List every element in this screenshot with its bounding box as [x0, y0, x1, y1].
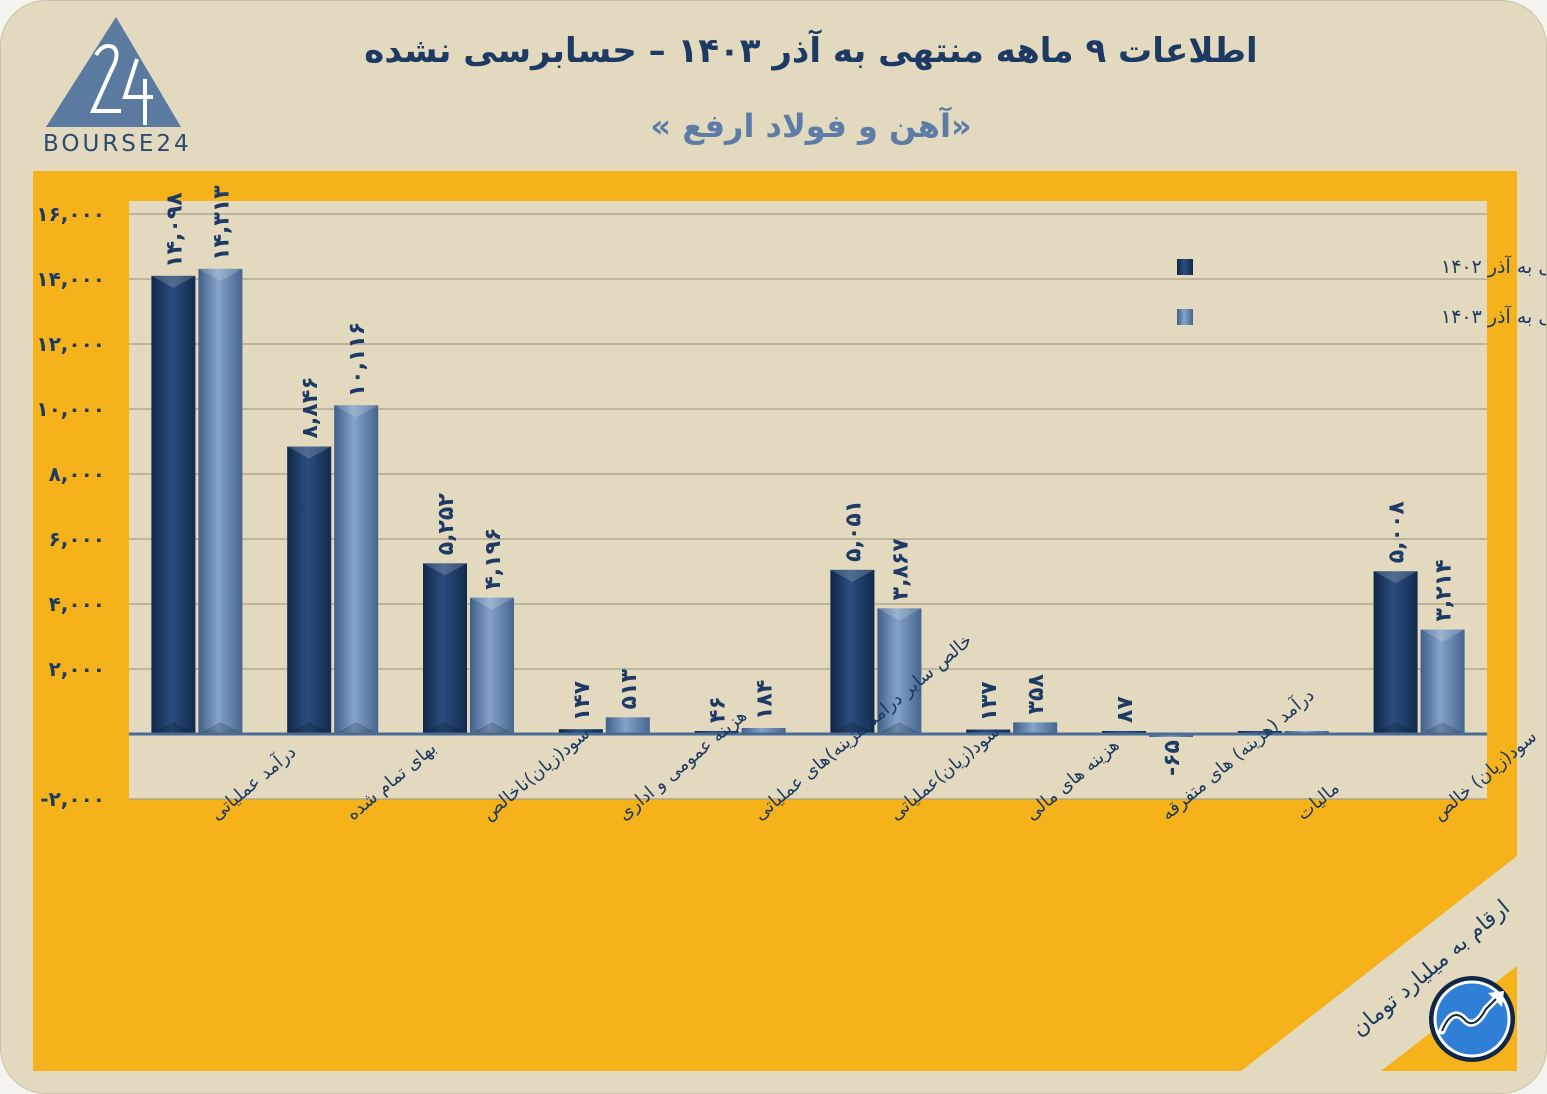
- y-tick-label: ۱۶,۰۰۰: [36, 202, 105, 226]
- bar-bottom-bevel: [423, 722, 467, 734]
- bar-top-bevel: [470, 597, 514, 610]
- legend: عملکرد منتهی به آذر ۱۴۰۲ عملکرد منتهی به …: [1177, 254, 1547, 328]
- bar-body: [287, 446, 332, 734]
- bar-bottom-bevel: [287, 722, 332, 734]
- bar: ۴,۱۹۶: [470, 528, 514, 734]
- legend-label: عملکرد منتهی به آذر ۱۴۰۳: [1441, 304, 1547, 328]
- bar-top-bevel: [151, 275, 196, 288]
- bar-bottom-bevel: [1420, 722, 1465, 734]
- bar-top-bevel: [877, 608, 922, 621]
- bar-value-label: ۴۶: [706, 696, 731, 723]
- bar-body: [741, 728, 786, 734]
- bar: ۵,۰۵۱: [830, 500, 875, 734]
- legend-swatch: [1177, 259, 1193, 275]
- legend-swatch: [1177, 309, 1193, 325]
- bar-top-bevel: [334, 405, 379, 418]
- bar-body: [1013, 722, 1058, 734]
- bar-value-label: -۶۵: [1160, 740, 1185, 776]
- trend-arrow-icon: [1429, 976, 1515, 1062]
- bar: ۱۸۴: [741, 680, 786, 734]
- bar-bottom-bevel: [470, 722, 514, 734]
- bar-value-label: ۵,۲۵۲: [434, 493, 459, 556]
- bar-value-label: ۸۷: [1113, 696, 1138, 723]
- bar: ۱۴,۰۹۸: [151, 192, 196, 734]
- y-tick-label: ۴,۰۰۰: [49, 592, 105, 616]
- y-tick-label: ۸,۰۰۰: [49, 462, 105, 486]
- bar-body: [423, 563, 467, 734]
- bar-top-bevel: [1373, 571, 1418, 584]
- legend-label: عملکرد منتهی به آذر ۱۴۰۲: [1441, 254, 1547, 278]
- bar-body: [558, 729, 603, 734]
- bar-value-label: ۵۱۳: [617, 668, 642, 709]
- grid-lines: [129, 213, 1487, 800]
- bourse24-logo-icon: [46, 17, 181, 127]
- bar: ۱۴۷: [558, 680, 603, 734]
- bar-value-label: ۱۴,۳۱۳: [209, 185, 234, 261]
- bar-value-label: ۱۴۷: [570, 680, 595, 721]
- bar-value-label: ۸,۸۴۶: [298, 376, 323, 438]
- bars: ۱۴,۰۹۸ ۸,۸۴۶ ۵,۲۵۲ ۱۴۷ ۴۶ ۵,۰۵۱ ۱۳۷ ۸۷ ۵,۰۰۸ ۱۴,۳…: [129, 185, 1487, 776]
- bar-value-label: ۵,۰۰۸: [1385, 501, 1410, 564]
- bar: ۵,۰۰۸: [1373, 501, 1418, 734]
- bar-bottom-bevel: [1373, 722, 1418, 734]
- bar-value-label: ۱۸۴: [753, 680, 778, 720]
- bar-body: [1420, 629, 1465, 734]
- bar-value-label: ۳۵۸: [1024, 674, 1049, 715]
- y-tick-label: ۱۴,۰۰۰: [36, 267, 105, 291]
- y-tick-label: ۱۲,۰۰۰: [36, 332, 105, 356]
- bar-bottom-bevel: [830, 722, 875, 734]
- bar-body: [966, 729, 1011, 734]
- bar-body: [1373, 571, 1418, 734]
- y-tick-label: ۶,۰۰۰: [49, 527, 105, 551]
- logo-text: BOURSE24: [43, 131, 192, 157]
- bar: ۳,۸۶۷: [877, 538, 922, 734]
- bar-top-bevel: [1420, 629, 1465, 642]
- bar-value-label: ۳,۸۶۷: [888, 538, 913, 601]
- bar-value-label: ۵,۰۵۱: [841, 500, 866, 562]
- bar-body: [877, 608, 922, 734]
- bar: ۳۵۸: [1013, 674, 1058, 734]
- bar-bottom-bevel: [334, 722, 379, 734]
- bar-value-label: ۱۴,۰۹۸: [162, 192, 187, 268]
- bar-body: [198, 268, 243, 734]
- bar-value-label: ۴,۱۹۶: [481, 528, 506, 590]
- y-tick-label: ۱۰,۰۰۰: [36, 397, 105, 421]
- bar-body: [470, 597, 514, 734]
- bar-bottom-bevel: [877, 722, 922, 734]
- bar: ۸,۸۴۶: [287, 376, 332, 734]
- bar-value-label: ۳,۲۱۴: [1432, 559, 1457, 621]
- page-title: اطلاعات ۹ ماهه منتهی به آذر ۱۴۰۳ – حسابر…: [364, 31, 1258, 71]
- bar-bottom-bevel: [198, 722, 243, 734]
- bar-value-label: ۱۳۷: [977, 681, 1002, 722]
- bar: ۱۰,۱۱۶: [334, 322, 379, 734]
- y-tick-label: -۲,۰۰۰: [40, 787, 105, 811]
- page-subtitle: «آهن و فولاد ارفع »: [650, 107, 972, 145]
- y-tick-label: ۲,۰۰۰: [49, 657, 105, 681]
- bar-body: [334, 405, 379, 734]
- bar: ۴۶: [694, 696, 739, 734]
- y-axis: ۱۶,۰۰۰ ۱۴,۰۰۰ ۱۲,۰۰۰ ۱۰,۰۰۰ ۸,۰۰۰ ۶,۰۰۰ ۴,۰۰۰ ۲…: [36, 202, 105, 811]
- bar-top-bevel: [198, 268, 243, 281]
- bar: ۱۴,۳۱۳: [198, 185, 243, 734]
- bar: ۳,۲۱۴: [1420, 559, 1465, 734]
- bar-body: [830, 569, 875, 734]
- bar: ۵۱۳: [605, 668, 650, 734]
- bar: ۱۳۷: [966, 681, 1011, 734]
- bar-top-bevel: [287, 446, 332, 459]
- bar-top-bevel: [423, 563, 467, 576]
- bar-body: [151, 275, 196, 734]
- bar-bottom-bevel: [151, 722, 196, 734]
- bar-top-bevel: [830, 569, 875, 582]
- bar: ۵,۲۵۲: [423, 493, 467, 734]
- bar-value-label: ۱۰,۱۱۶: [345, 322, 370, 398]
- bar-body: [605, 717, 650, 734]
